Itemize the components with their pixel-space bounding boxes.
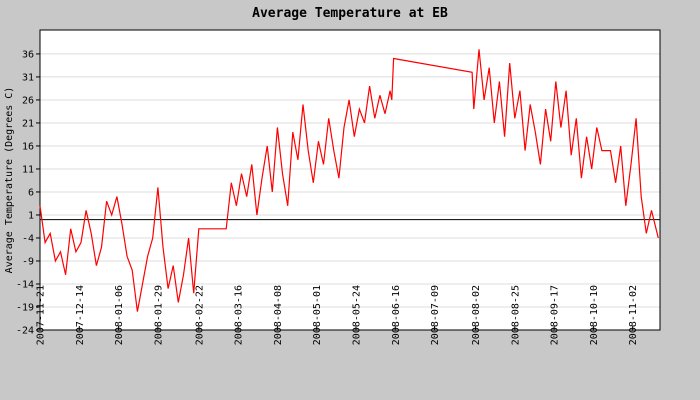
y-tick-label: -9 [22, 256, 34, 267]
x-tick-label: 2008-08-02 [471, 285, 482, 345]
data-line [39, 49, 659, 312]
plot-area [40, 30, 660, 330]
x-tick-label: 2008-05-24 [351, 285, 362, 345]
y-tick-label: 16 [22, 141, 34, 152]
x-tick-label: 2008-11-02 [628, 285, 639, 345]
y-axis-title: Average Temperature (Degrees C) [4, 87, 15, 274]
y-tick-label: -24 [16, 326, 34, 337]
x-tick-label: 2008-07-09 [430, 285, 441, 345]
chart-title: Average Temperature at EB [252, 6, 448, 21]
x-tick-label: 2008-06-16 [391, 285, 402, 345]
y-tick-label: 1 [28, 210, 34, 221]
x-tick-label: 2008-01-06 [114, 285, 125, 345]
x-tick-label: 2008-09-17 [550, 285, 561, 345]
y-tick-label: 6 [28, 187, 34, 198]
y-tick-label: -4 [22, 233, 34, 244]
x-tick-label: 2008-05-01 [312, 285, 323, 345]
y-tick-label: 26 [22, 95, 34, 106]
x-tick-label: 2008-08-25 [510, 285, 521, 345]
y-tick-label: 11 [22, 164, 34, 175]
x-tick-label: 2008-01-29 [153, 285, 164, 345]
x-tick-label: 2007-12-14 [75, 285, 86, 345]
x-tick-label: 2008-04-08 [273, 285, 284, 345]
y-tick-label: 31 [22, 72, 34, 83]
x-tick-label: 2008-03-16 [234, 285, 245, 345]
y-tick-label: 36 [22, 49, 34, 60]
x-tick-label: 2007-11-21 [36, 285, 47, 345]
x-tick-label: 2008-02-22 [194, 285, 205, 345]
y-tick-label: 21 [22, 118, 34, 129]
x-tick-label: 2008-10-10 [589, 285, 600, 345]
plot-frame [39, 29, 661, 331]
y-tick-label: -19 [16, 302, 34, 313]
y-tick-label: -14 [16, 279, 34, 290]
